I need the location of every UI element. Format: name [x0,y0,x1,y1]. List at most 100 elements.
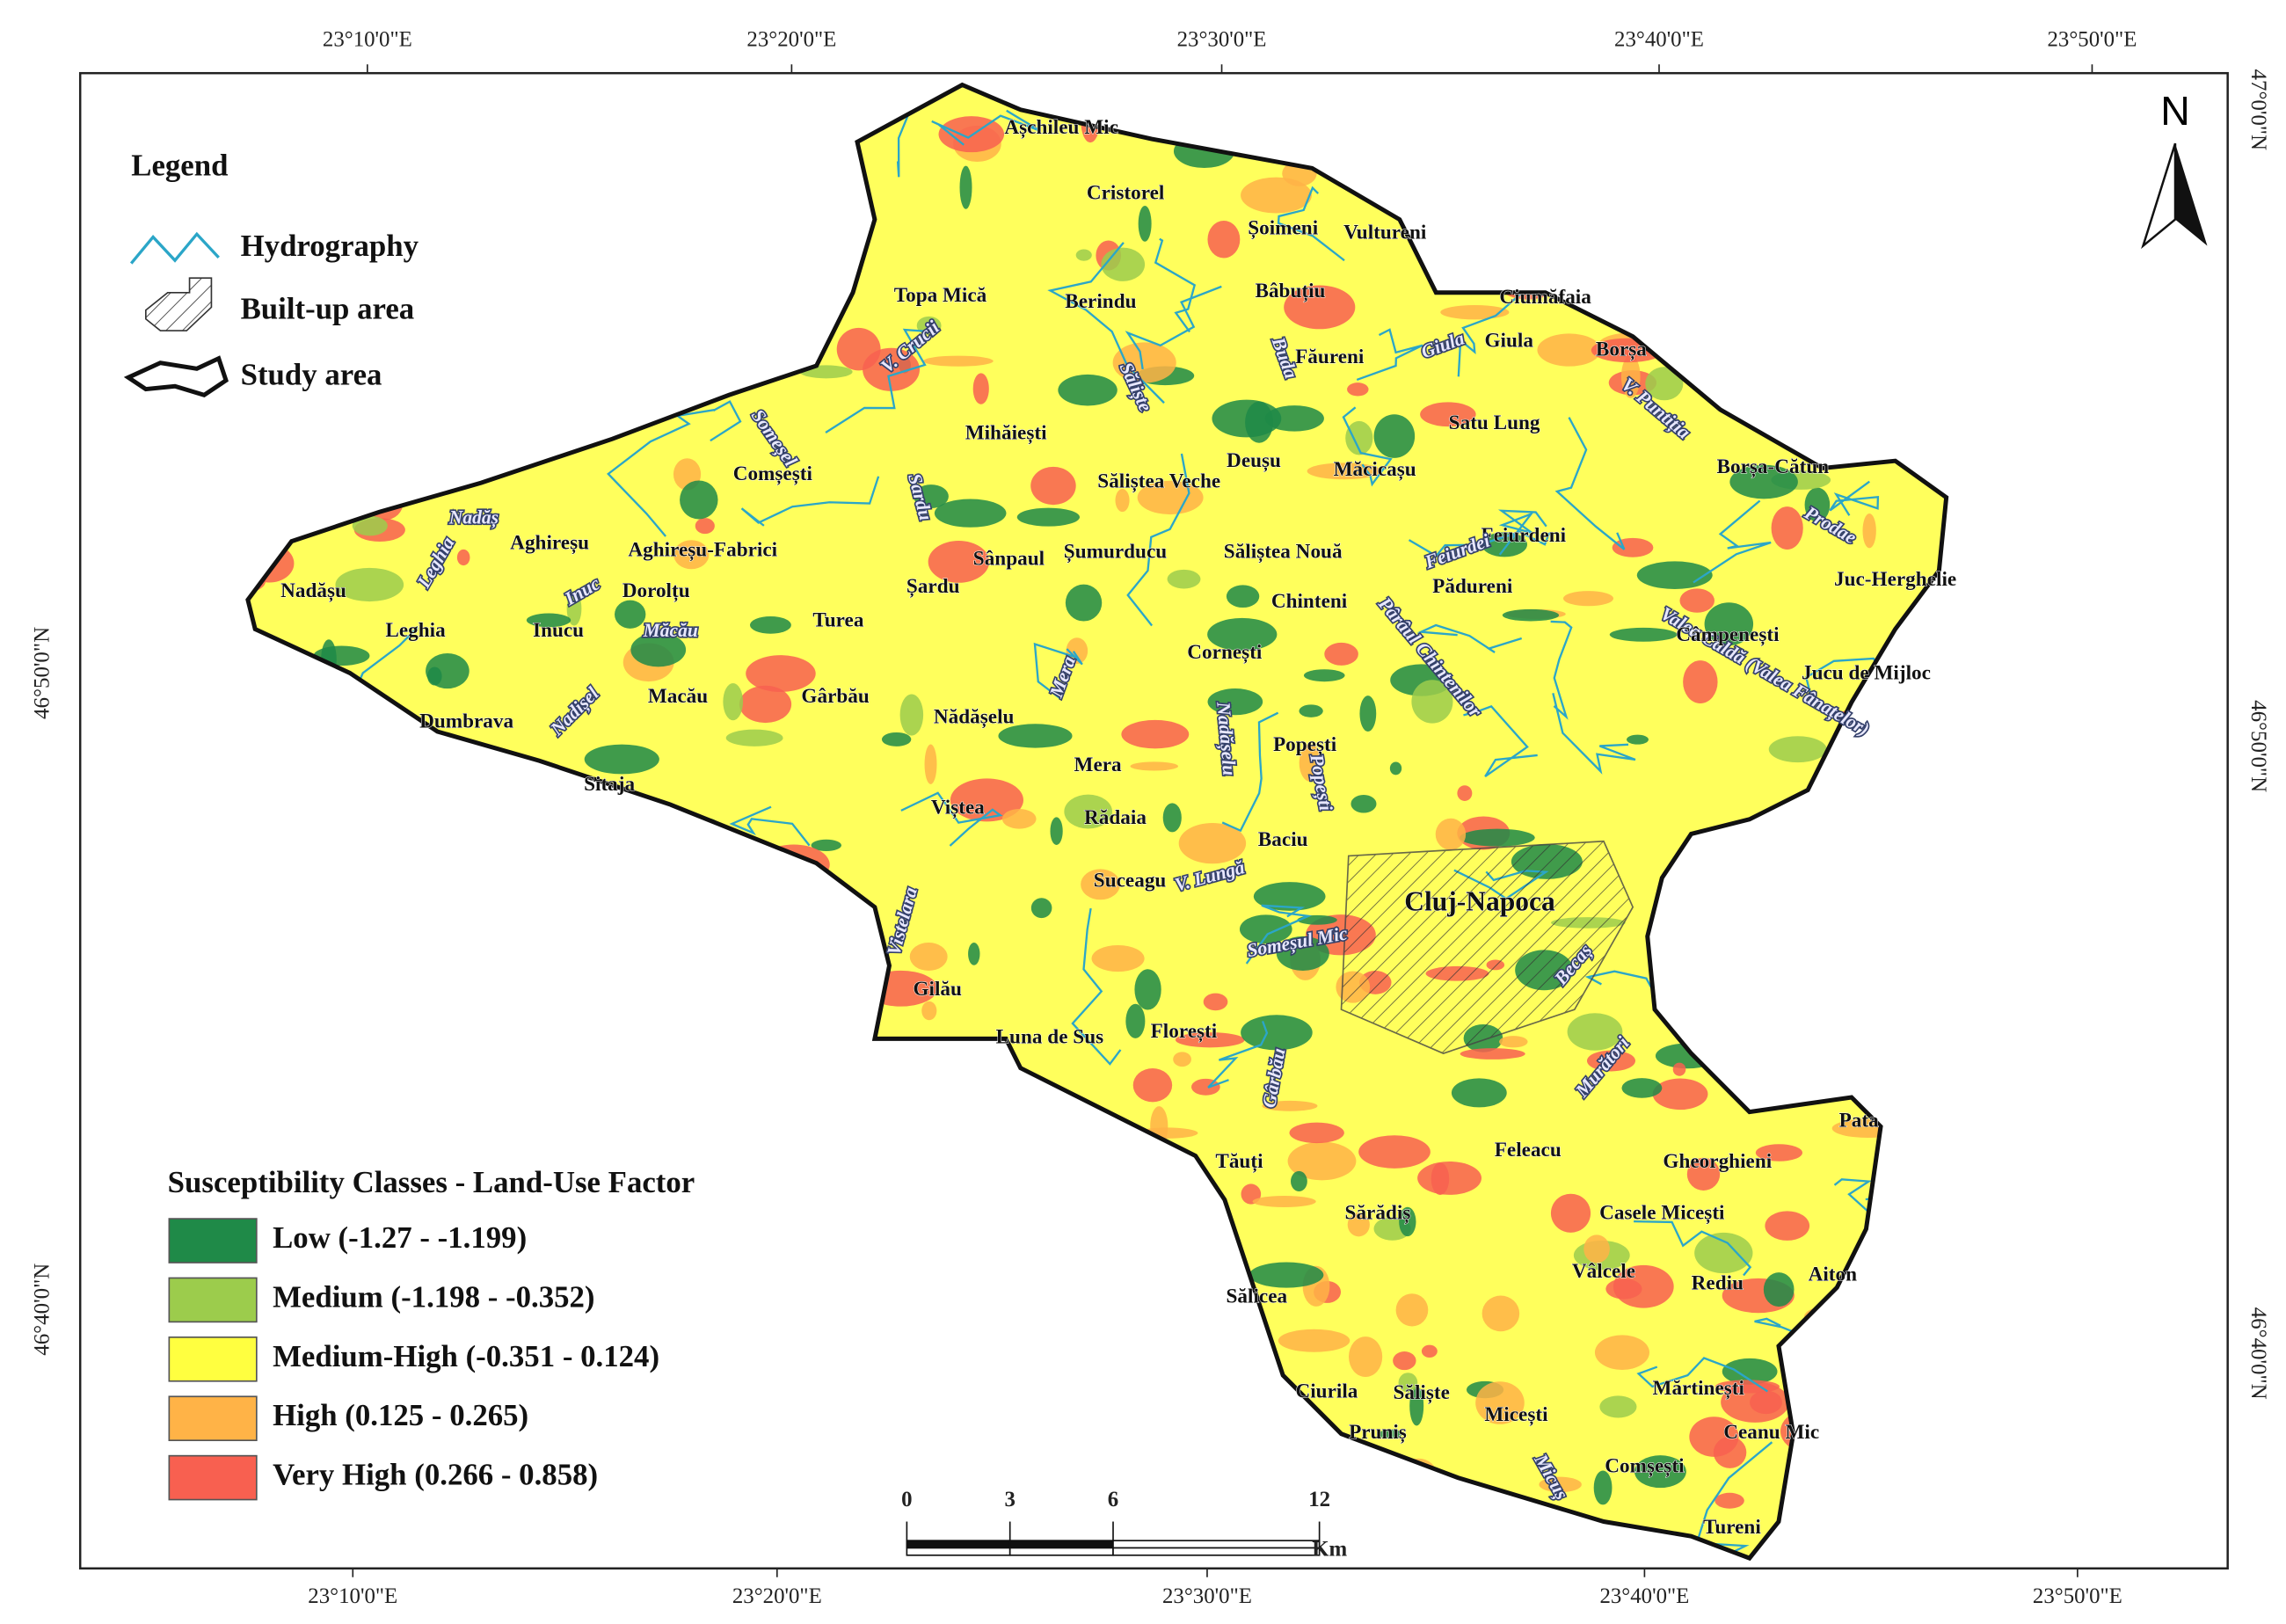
graticule-label: 23°40'0"E [1599,1584,1689,1608]
study-area-outline [245,82,1949,1562]
scale-segment [1008,1547,1114,1556]
land-use-patch [1167,569,1201,589]
land-use-patch [1420,402,1476,427]
land-use-patch [739,685,792,724]
land-use-patch [1750,1390,1783,1415]
land-use-patch [1804,487,1831,522]
land-use-patch [1621,1078,1663,1098]
land-use-patch [1125,1003,1146,1038]
land-use-patch [1763,1272,1795,1307]
land-use-patch [1245,401,1274,443]
scale-unit: Km [1312,1537,1347,1561]
place-label: Mihăiești [965,421,1047,444]
land-use-patch [1091,945,1145,972]
place-label: Deușu [1227,449,1281,472]
scale-segment [1112,1547,1321,1556]
river [1277,186,1345,262]
graticule-label: 23°20'0"E [746,27,836,51]
land-use-patch [1729,464,1798,499]
land-use-patch [1307,462,1382,480]
place-label: Sânpaul [973,548,1045,571]
river [1416,623,1523,653]
place-label: Cornești [1187,641,1263,664]
river [1356,328,1423,382]
land-use-patch [1482,1295,1520,1332]
land-use-patch [1594,1335,1649,1370]
land-use-patch [1287,1141,1357,1181]
land-use-patch [1065,584,1103,622]
place-label: Borșa [1596,339,1647,361]
land-use-patch [1324,642,1358,666]
place-label: Juc-Herghelie [1834,568,1956,591]
land-use-patch [615,600,646,629]
place-label: Ciurila [1295,1380,1358,1402]
land-use-patch [1714,1492,1744,1509]
class-label: Very High (0.266 - 0.858) [273,1458,598,1492]
land-use-patch [1175,1032,1245,1048]
land-use-patch [526,613,572,628]
land-use-patch [1679,588,1714,613]
land-use-patch [1173,1052,1191,1067]
place-label: Comșești [1605,1454,1685,1477]
place-label: Luna de Sus [996,1026,1104,1049]
land-use-patch [352,515,388,536]
land-use-patch [1241,177,1312,214]
place-label: Macău [648,685,708,708]
land-use-patch [1345,420,1373,455]
place-label: Nadășu [280,579,346,602]
land-use-patch [1593,1470,1613,1505]
graticule-label: 46°40'0"N [2246,1307,2270,1400]
land-use-patch [1291,1170,1307,1192]
land-use-patch [1115,488,1130,513]
land-use-patch [1482,532,1527,557]
place-label: Vâlcele [1572,1260,1635,1283]
land-use-patch [921,1001,937,1021]
land-use-patch [923,355,994,367]
place-label: Sălicea [1227,1285,1288,1307]
land-use-patch [1599,1395,1637,1418]
class-swatch [168,1395,258,1442]
land-use-patch [1137,480,1204,515]
class-label: Low (-1.27 - -1.199) [273,1220,527,1255]
place-label: Berindu [1065,290,1136,313]
place-label: Micești [1484,1403,1548,1426]
river [1636,1357,1768,1393]
land-use-patch [1460,1048,1525,1060]
class-label: Medium (-1.198 - -0.352) [273,1279,594,1314]
land-use-patch [1393,1351,1416,1371]
place-label: Șardu [906,575,960,598]
place-label: Inucu [533,619,584,642]
land-use-patch [1162,803,1182,833]
land-use-patch [1765,1211,1810,1241]
river-label: Măcău [643,620,698,641]
land-use-patch [1411,680,1453,724]
class-swatch [168,1336,258,1382]
land-use-patch [1636,561,1713,589]
land-use-patch [1207,617,1278,652]
land-use-patch [934,499,1007,528]
river [1550,620,1573,720]
place-label: Dorolțu [622,579,690,602]
river [1126,453,1190,627]
river [1047,242,1165,404]
river [1154,237,1197,333]
land-use-patch [1562,591,1614,607]
place-label: Satu Lung [1449,411,1540,434]
land-use-patch [1502,608,1560,622]
built-up-area [1340,840,1634,1054]
legend-item: Built-up area [241,291,415,325]
river [1457,280,1537,377]
graticule-label: 23°10'0"E [323,27,412,51]
land-use-patch [1066,637,1088,665]
land-use-patch [1030,466,1076,506]
scale-label: 3 [1004,1488,1015,1511]
place-label: Așchileu Mic [1004,116,1118,139]
place-label: Cristorel [1087,182,1165,205]
river [729,805,811,847]
river [1221,711,1279,833]
place-label: Baciu [1258,828,1308,851]
place-label: Șumurducu [1064,540,1167,563]
land-use-patch [863,347,920,391]
graticule-label: 23°10'0"E [308,1584,397,1608]
